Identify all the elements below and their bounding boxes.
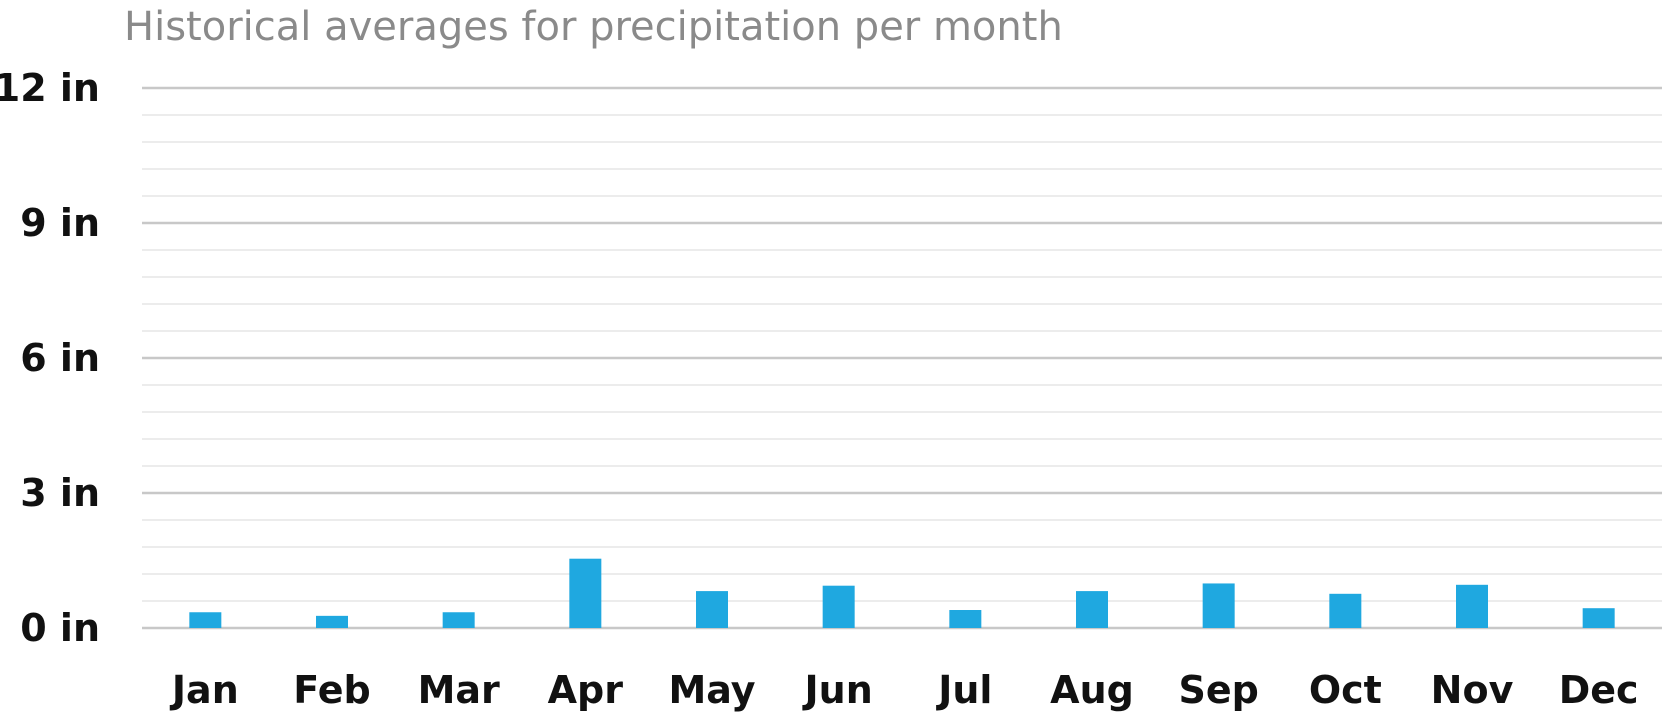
major-gridlines — [142, 86, 1662, 630]
x-tick-label: Apr — [548, 668, 624, 712]
x-axis-ticks: Jan Feb Mar Apr May Jun Jul Aug Sep Oct Nov Dec — [169, 668, 1639, 712]
y-tick-label: 6 in — [20, 336, 100, 380]
bar-may — [696, 591, 728, 628]
y-tick-label: 9 in — [20, 201, 100, 245]
bar-oct — [1329, 593, 1362, 628]
x-tick-label: Feb — [293, 668, 370, 712]
x-tick-label: Dec — [1559, 668, 1639, 712]
y-tick-label: 0 in — [20, 606, 100, 650]
minor-gridlines — [142, 114, 1662, 602]
chart-title: Historical averages for precipitation pe… — [124, 4, 1063, 50]
bar-nov — [1456, 584, 1488, 628]
x-tick-label: Nov — [1431, 668, 1514, 712]
bar-jan — [189, 612, 222, 628]
bar-series — [189, 558, 1615, 628]
bar-sep — [1202, 583, 1235, 628]
bar-dec — [1582, 608, 1615, 628]
x-tick-label: Sep — [1178, 668, 1258, 712]
x-tick-label: Aug — [1050, 668, 1134, 712]
bar-jun — [822, 585, 855, 628]
x-tick-label: May — [668, 668, 755, 712]
x-tick-label: Jan — [169, 668, 239, 712]
bar-mar — [442, 612, 475, 628]
x-tick-label: Jul — [935, 668, 992, 712]
x-tick-label: Mar — [418, 668, 500, 712]
bar-aug — [1076, 591, 1108, 628]
y-axis-ticks: 0 in 3 in 6 in 9 in 12 in — [0, 66, 100, 650]
y-tick-label: 12 in — [0, 66, 100, 110]
y-tick-label: 3 in — [20, 471, 100, 515]
bar-apr — [569, 558, 602, 628]
x-tick-label: Oct — [1309, 668, 1382, 712]
bar-jul — [949, 610, 982, 628]
x-tick-label: Jun — [802, 668, 873, 712]
bar-feb — [316, 615, 348, 628]
